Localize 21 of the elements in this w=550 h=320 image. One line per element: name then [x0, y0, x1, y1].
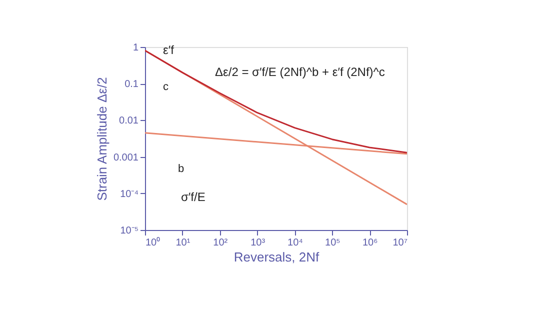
x-tick-label: 10⁶ — [362, 238, 378, 248]
y-tick-label: 0.01 — [119, 116, 139, 127]
y-tick-label: 1 — [132, 42, 139, 54]
y-tick-label: 0.1 — [124, 79, 139, 90]
x-tick-label: 10⁰ — [146, 236, 161, 248]
y-tick-label: 10⁻⁵ — [120, 226, 138, 236]
x-tick-label: 10³ — [250, 238, 266, 248]
annotation: σ′f/E — [181, 190, 206, 204]
x-tick-label: 10⁵ — [325, 238, 340, 248]
annotation: b — [178, 163, 184, 175]
x-tick-label: 10⁷ — [392, 238, 408, 248]
x-tick-label: 10¹ — [176, 238, 191, 248]
annotation: ε′f — [163, 43, 175, 57]
y-axis-title: Strain Amplitude Δε/2 — [94, 77, 110, 201]
x-axis-title: Reversals, 2Nf — [234, 250, 320, 264]
x-tick-label: 10² — [213, 238, 228, 248]
y-tick-label: 10⁻⁴ — [120, 188, 138, 200]
x-tick-label: 10⁴ — [288, 238, 303, 248]
y-tick-label: 0.001 — [113, 152, 139, 164]
annotation: c — [163, 81, 169, 93]
annotation: Δε/2 = σ′f/E (2Nf)^b + ε′f (2Nf)^c — [215, 65, 385, 79]
